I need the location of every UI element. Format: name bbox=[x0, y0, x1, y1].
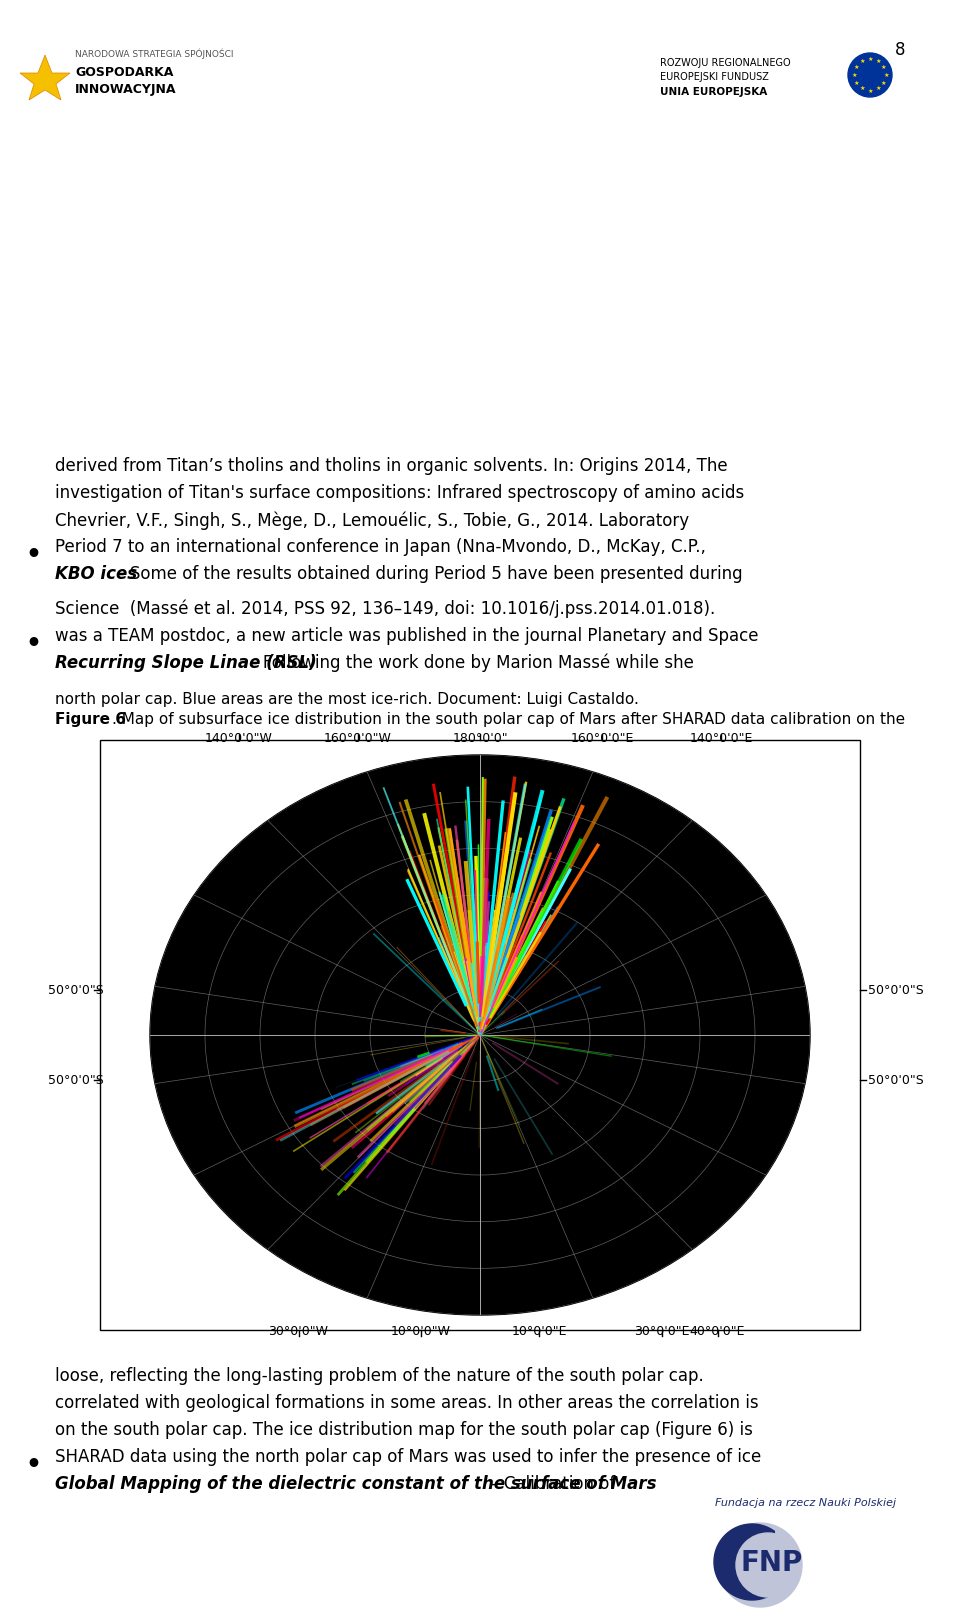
Text: KBO ices: KBO ices bbox=[55, 565, 137, 583]
Text: Science  (Massé et al. 2014, PSS 92, 136–149, doi: 10.1016/j.pss.2014.01.018).: Science (Massé et al. 2014, PSS 92, 136–… bbox=[55, 599, 715, 619]
Text: 50°0'0"S: 50°0'0"S bbox=[868, 983, 924, 996]
Text: 10°0'0"W: 10°0'0"W bbox=[391, 1325, 450, 1338]
Text: SHARAD data using the north polar cap of Mars was used to infer the presence of : SHARAD data using the north polar cap of… bbox=[55, 1448, 761, 1466]
Text: ★: ★ bbox=[853, 65, 859, 70]
Text: 10°0'0"E: 10°0'0"E bbox=[512, 1325, 567, 1338]
Text: on the south polar cap. The ice distribution map for the south polar cap (Figure: on the south polar cap. The ice distribu… bbox=[55, 1421, 753, 1439]
Text: UNIA EUROPEJSKA: UNIA EUROPEJSKA bbox=[660, 87, 767, 97]
Text: 140°0'0"W: 140°0'0"W bbox=[205, 732, 273, 745]
Text: 30°0'0"W: 30°0'0"W bbox=[269, 1325, 328, 1338]
Ellipse shape bbox=[150, 755, 810, 1315]
Text: •: • bbox=[25, 632, 41, 656]
Text: 40°0'0"E: 40°0'0"E bbox=[690, 1325, 745, 1338]
Text: Recurring Slope Linae (RSL): Recurring Slope Linae (RSL) bbox=[55, 654, 317, 672]
Text: ★: ★ bbox=[852, 73, 857, 78]
Text: ★: ★ bbox=[881, 81, 887, 86]
Text: ★: ★ bbox=[853, 81, 859, 86]
Polygon shape bbox=[714, 1524, 775, 1601]
Text: Fundacja na rzecz Nauki Polskiej: Fundacja na rzecz Nauki Polskiej bbox=[715, 1498, 896, 1508]
Text: . Map of subsurface ice distribution in the south polar cap of Mars after SHARAD: . Map of subsurface ice distribution in … bbox=[111, 713, 905, 727]
Text: ★: ★ bbox=[859, 86, 865, 91]
Text: loose, reflecting the long-lasting problem of the nature of the south polar cap.: loose, reflecting the long-lasting probl… bbox=[55, 1367, 704, 1385]
Text: 50°0'0"S: 50°0'0"S bbox=[868, 1074, 924, 1087]
Text: GOSPODARKA: GOSPODARKA bbox=[75, 65, 174, 78]
Circle shape bbox=[736, 1533, 800, 1597]
Text: Figure 6: Figure 6 bbox=[55, 713, 126, 727]
Text: correlated with geological formations in some areas. In other areas the correlat: correlated with geological formations in… bbox=[55, 1393, 758, 1413]
Text: derived from Titan’s tholins and tholins in organic solvents. In: Origins 2014, : derived from Titan’s tholins and tholins… bbox=[55, 457, 728, 475]
Text: 30°0'0"E: 30°0'0"E bbox=[634, 1325, 689, 1338]
Text: 50°0'0"S: 50°0'0"S bbox=[48, 983, 104, 996]
Text: EUROPEJSKI FUNDUSZ: EUROPEJSKI FUNDUSZ bbox=[660, 71, 769, 83]
Text: ★: ★ bbox=[883, 73, 889, 78]
Text: NARODOWA STRATEGIA SPÓJNOŚCI: NARODOWA STRATEGIA SPÓJNOŚCI bbox=[75, 49, 233, 60]
Text: ★: ★ bbox=[876, 86, 881, 91]
Text: 180°0'0": 180°0'0" bbox=[452, 732, 508, 745]
Text: was a TEAM postdoc, a new article was published in the journal Planetary and Spa: was a TEAM postdoc, a new article was pu… bbox=[55, 627, 758, 645]
Text: INNOWACYJNA: INNOWACYJNA bbox=[75, 84, 177, 97]
Text: – Some of the results obtained during Period 5 have been presented during: – Some of the results obtained during Pe… bbox=[111, 565, 743, 583]
Text: 160°0'0"E: 160°0'0"E bbox=[570, 732, 634, 745]
Text: •: • bbox=[25, 543, 41, 567]
Text: Period 7 to an international conference in Japan (Nna-Mvondo, D., McKay, C.P.,: Period 7 to an international conference … bbox=[55, 538, 706, 556]
Bar bbox=[100, 740, 860, 1330]
Text: FNP: FNP bbox=[741, 1549, 804, 1576]
Text: ★: ★ bbox=[859, 58, 865, 63]
Text: 8: 8 bbox=[895, 40, 905, 58]
Text: ★: ★ bbox=[881, 65, 887, 70]
Text: – Following the work done by Marion Massé while she: – Following the work done by Marion Mass… bbox=[244, 654, 694, 672]
Text: ★: ★ bbox=[867, 89, 873, 94]
Circle shape bbox=[718, 1523, 802, 1607]
Text: 140°0'0"E: 140°0'0"E bbox=[689, 732, 753, 745]
Text: ★: ★ bbox=[867, 57, 873, 62]
Text: •: • bbox=[25, 1453, 41, 1477]
Text: 160°0'0"W: 160°0'0"W bbox=[324, 732, 392, 745]
Text: Chevrier, V.F., Singh, S., Mège, D., Lemouélic, S., Tobie, G., 2014. Laboratory: Chevrier, V.F., Singh, S., Mège, D., Lem… bbox=[55, 510, 689, 530]
Text: investigation of Titan's surface compositions: Infrared spectroscopy of amino ac: investigation of Titan's surface composi… bbox=[55, 484, 744, 502]
Polygon shape bbox=[20, 55, 70, 100]
Text: ROZWOJU REGIONALNEGO: ROZWOJU REGIONALNEGO bbox=[660, 58, 791, 68]
Text: Global Mapping of the dielectric constant of the surface of Mars: Global Mapping of the dielectric constan… bbox=[55, 1474, 657, 1494]
Circle shape bbox=[848, 53, 892, 97]
Text: north polar cap. Blue areas are the most ice-rich. Document: Luigi Castaldo.: north polar cap. Blue areas are the most… bbox=[55, 692, 638, 706]
Text: – Calibration of: – Calibration of bbox=[485, 1474, 615, 1494]
Text: 50°0'0"S: 50°0'0"S bbox=[48, 1074, 104, 1087]
Text: ★: ★ bbox=[876, 58, 881, 63]
